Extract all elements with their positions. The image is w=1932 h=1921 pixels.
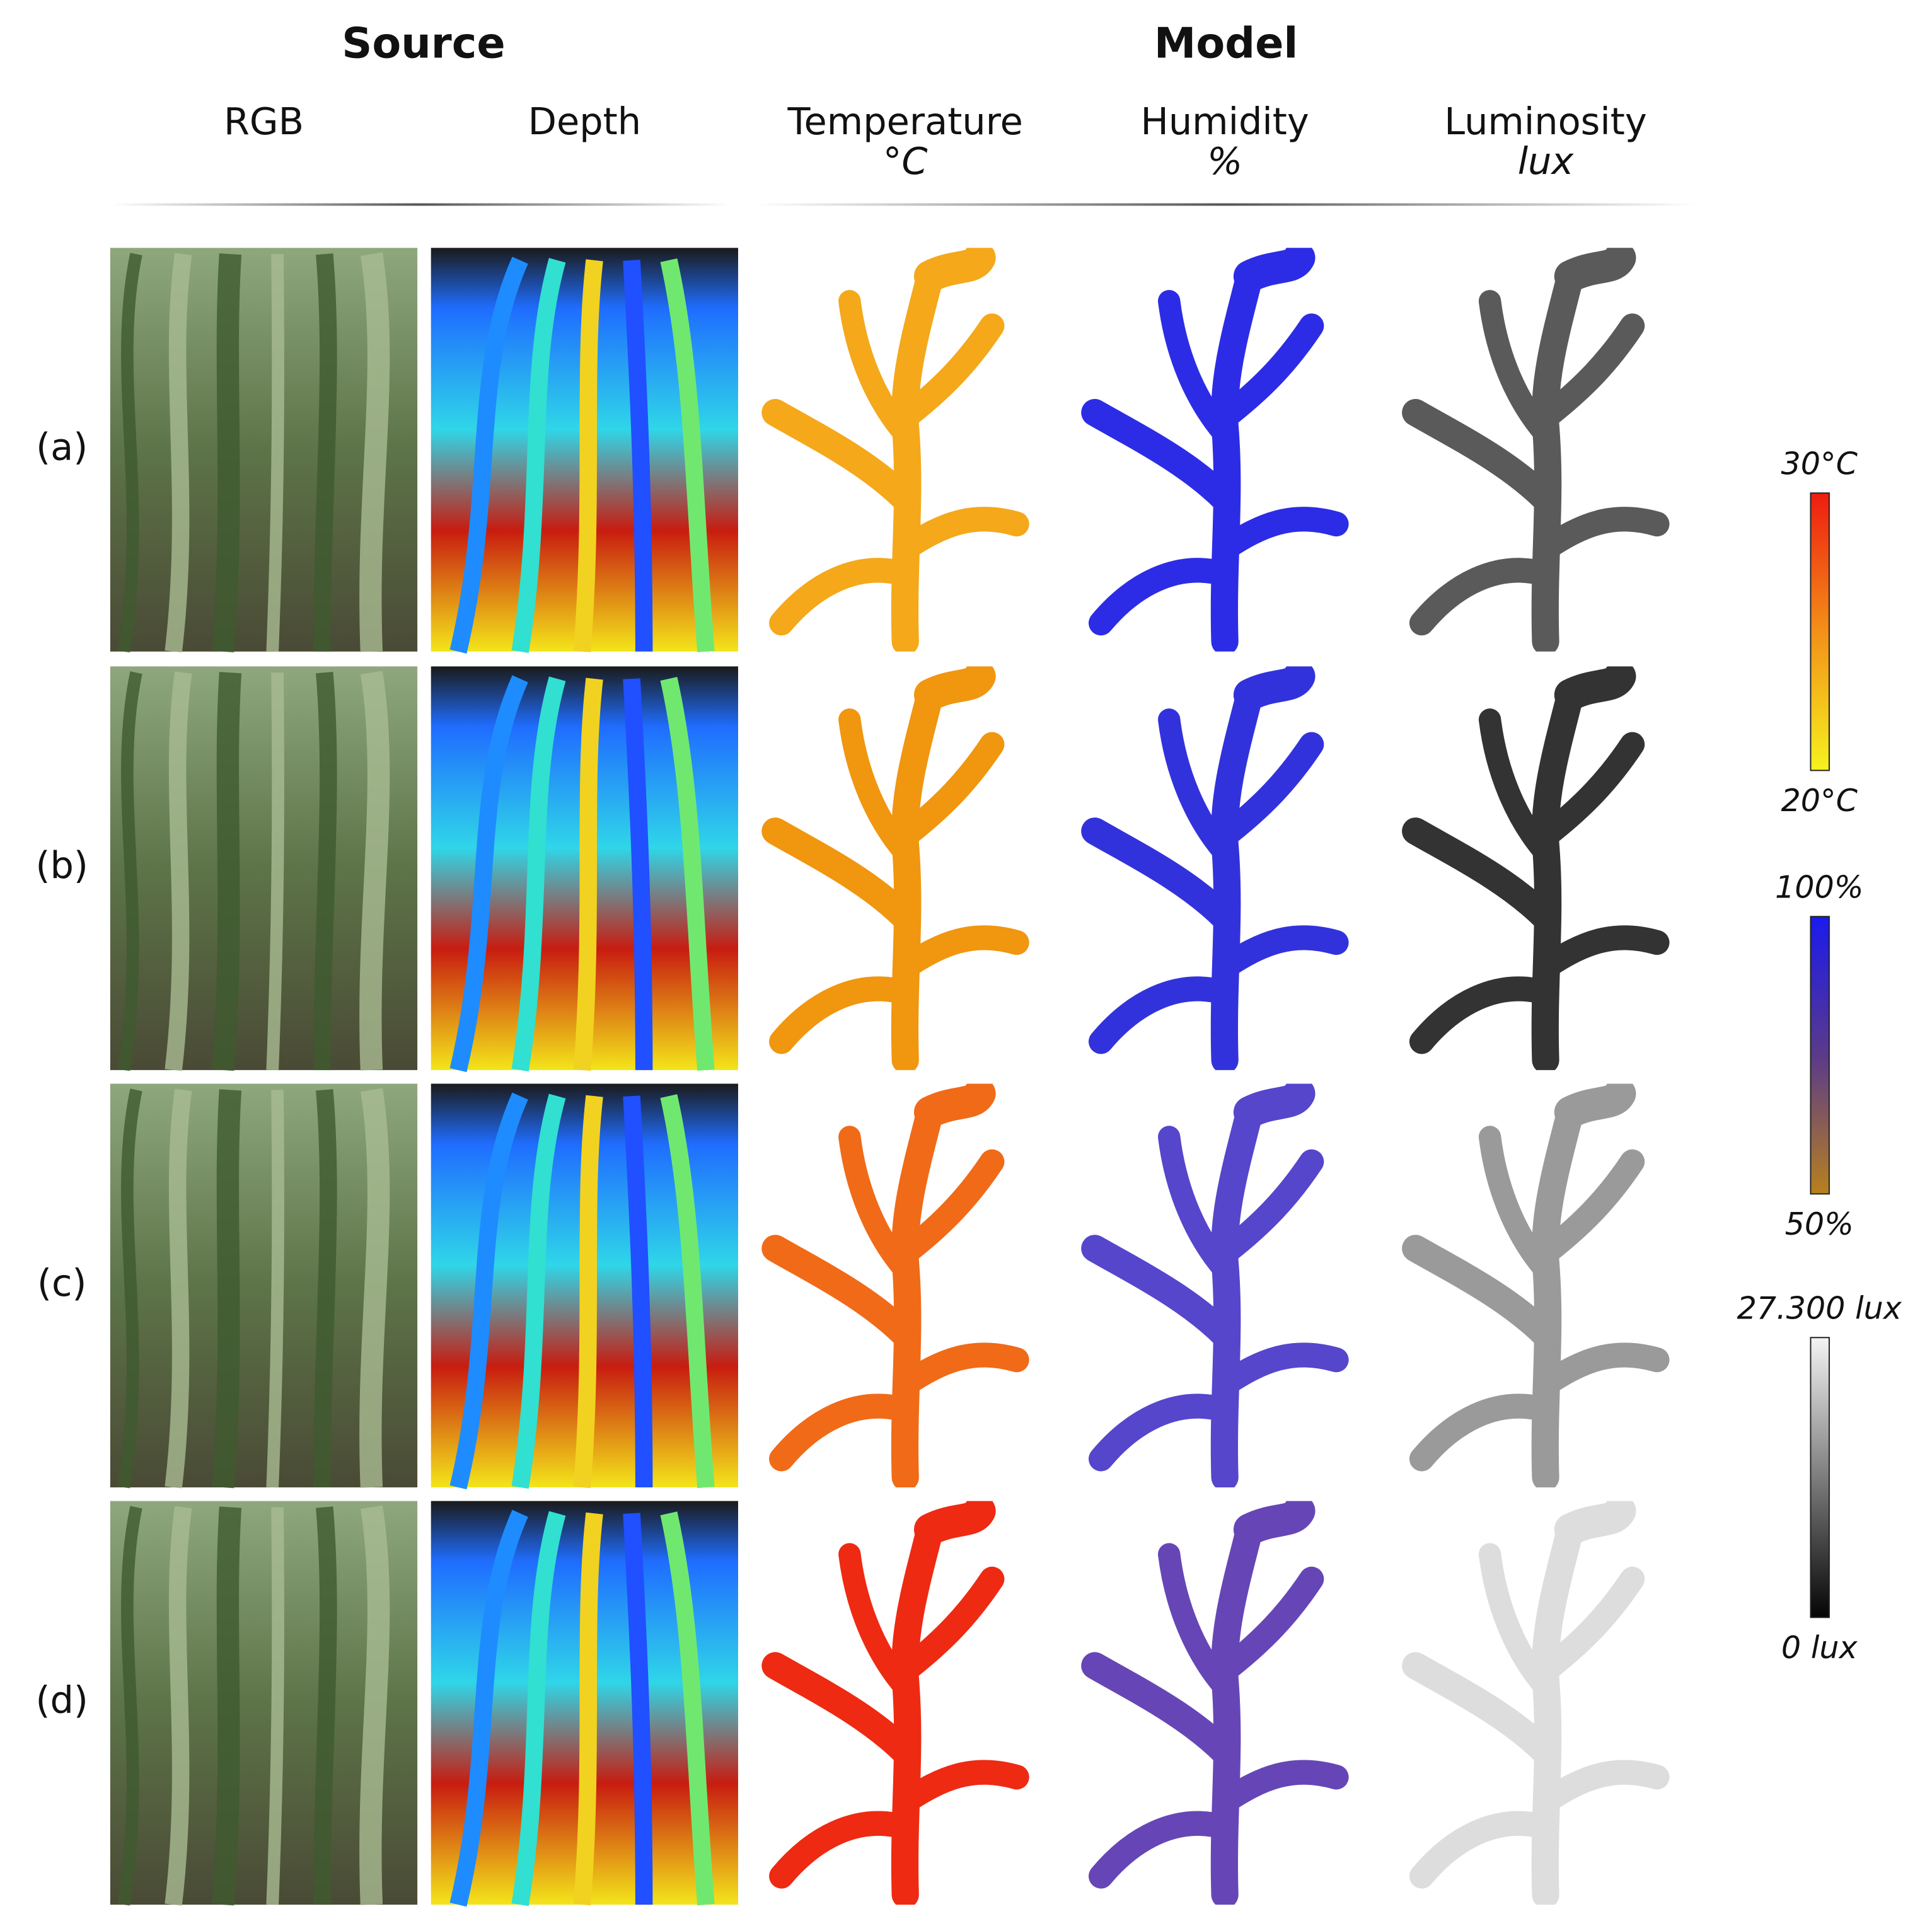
depth-stalk <box>623 260 653 652</box>
leaf <box>165 1506 192 1906</box>
depth-stalk <box>573 259 603 652</box>
leaf <box>117 253 142 653</box>
plant-model <box>775 1093 1017 1477</box>
leaf <box>117 1088 142 1489</box>
leaf <box>212 1506 242 1906</box>
plant-model <box>1416 1093 1657 1477</box>
leaf <box>165 253 192 653</box>
group-title: Model <box>1154 19 1298 68</box>
column-unit: % <box>1207 139 1242 183</box>
leaf <box>266 254 284 652</box>
leaf <box>359 1505 390 1905</box>
leaf <box>266 672 284 1071</box>
depth-stalk <box>511 1511 566 1907</box>
leaf <box>165 1088 192 1489</box>
row-label: (b) <box>36 844 88 887</box>
separator <box>111 203 731 206</box>
depth-stalk <box>511 258 566 653</box>
colorbar-min: 50% <box>1785 1206 1854 1242</box>
depth-stalk <box>449 1509 528 1907</box>
column-title: RGB <box>224 100 304 143</box>
group-title: Source <box>342 19 505 68</box>
colorbar <box>1810 492 1830 771</box>
separator <box>755 203 1697 206</box>
row-label: (a) <box>36 425 88 469</box>
depth-stalk <box>660 677 715 1071</box>
column-title: Temperature <box>787 100 1023 143</box>
leaf <box>313 1506 337 1905</box>
depth-stalk <box>573 1095 603 1489</box>
leaf <box>117 1506 142 1906</box>
colorbar-min: 20°C <box>1781 782 1858 819</box>
colorbar-min: 0 lux <box>1781 1629 1858 1666</box>
leaf <box>266 1090 284 1488</box>
colorbar <box>1810 1337 1830 1618</box>
plant-model <box>775 676 1017 1060</box>
plant-model <box>1095 676 1336 1060</box>
colorbar-max: 27.300 lux <box>1737 1290 1902 1327</box>
plant-model <box>1416 1511 1657 1895</box>
colorbar <box>1810 916 1830 1195</box>
plant-model <box>775 1511 1017 1895</box>
depth-stalk <box>573 678 603 1071</box>
row-label: (d) <box>36 1678 88 1722</box>
column-title: Depth <box>528 100 642 143</box>
leaf <box>359 1088 390 1488</box>
leaf <box>212 672 242 1071</box>
leaf <box>117 671 142 1071</box>
depth-stalk <box>449 257 528 654</box>
plant-model <box>1095 1511 1336 1895</box>
plant-model <box>775 258 1017 642</box>
depth-stalk <box>660 1094 715 1489</box>
column-title: Humidity <box>1141 100 1309 143</box>
column-unit: lux <box>1518 139 1575 183</box>
leaf <box>165 671 192 1071</box>
leaf <box>359 671 390 1071</box>
plant-model <box>1095 258 1336 642</box>
leaf <box>313 672 337 1070</box>
depth-stalk <box>511 676 566 1072</box>
depth-stalk <box>511 1093 566 1489</box>
rows: (a) (b) (c) (d) <box>36 248 1657 1907</box>
column-unit: °C <box>883 139 928 183</box>
leaf <box>212 1089 242 1489</box>
depth-stalk <box>449 1092 528 1490</box>
depth-stalk <box>660 258 715 652</box>
leaf <box>313 253 337 652</box>
plant-model <box>1095 1093 1336 1477</box>
colorbar-max: 30°C <box>1781 446 1858 482</box>
leaf <box>266 1507 284 1905</box>
leaf <box>313 1089 337 1487</box>
plant-model <box>1416 258 1657 642</box>
leaf <box>212 253 242 653</box>
depth-stalk <box>449 675 528 1073</box>
depth-stalk <box>623 678 653 1070</box>
leaf <box>359 252 390 652</box>
depth-stalk <box>573 1512 603 1906</box>
plant-model <box>1416 676 1657 1060</box>
depth-stalk <box>623 1095 653 1487</box>
column-title: Luminosity <box>1444 100 1646 143</box>
colorbar-max: 100% <box>1775 869 1863 906</box>
row-label: (c) <box>37 1261 86 1305</box>
depth-stalk <box>623 1513 653 1905</box>
depth-stalk <box>660 1511 715 1906</box>
